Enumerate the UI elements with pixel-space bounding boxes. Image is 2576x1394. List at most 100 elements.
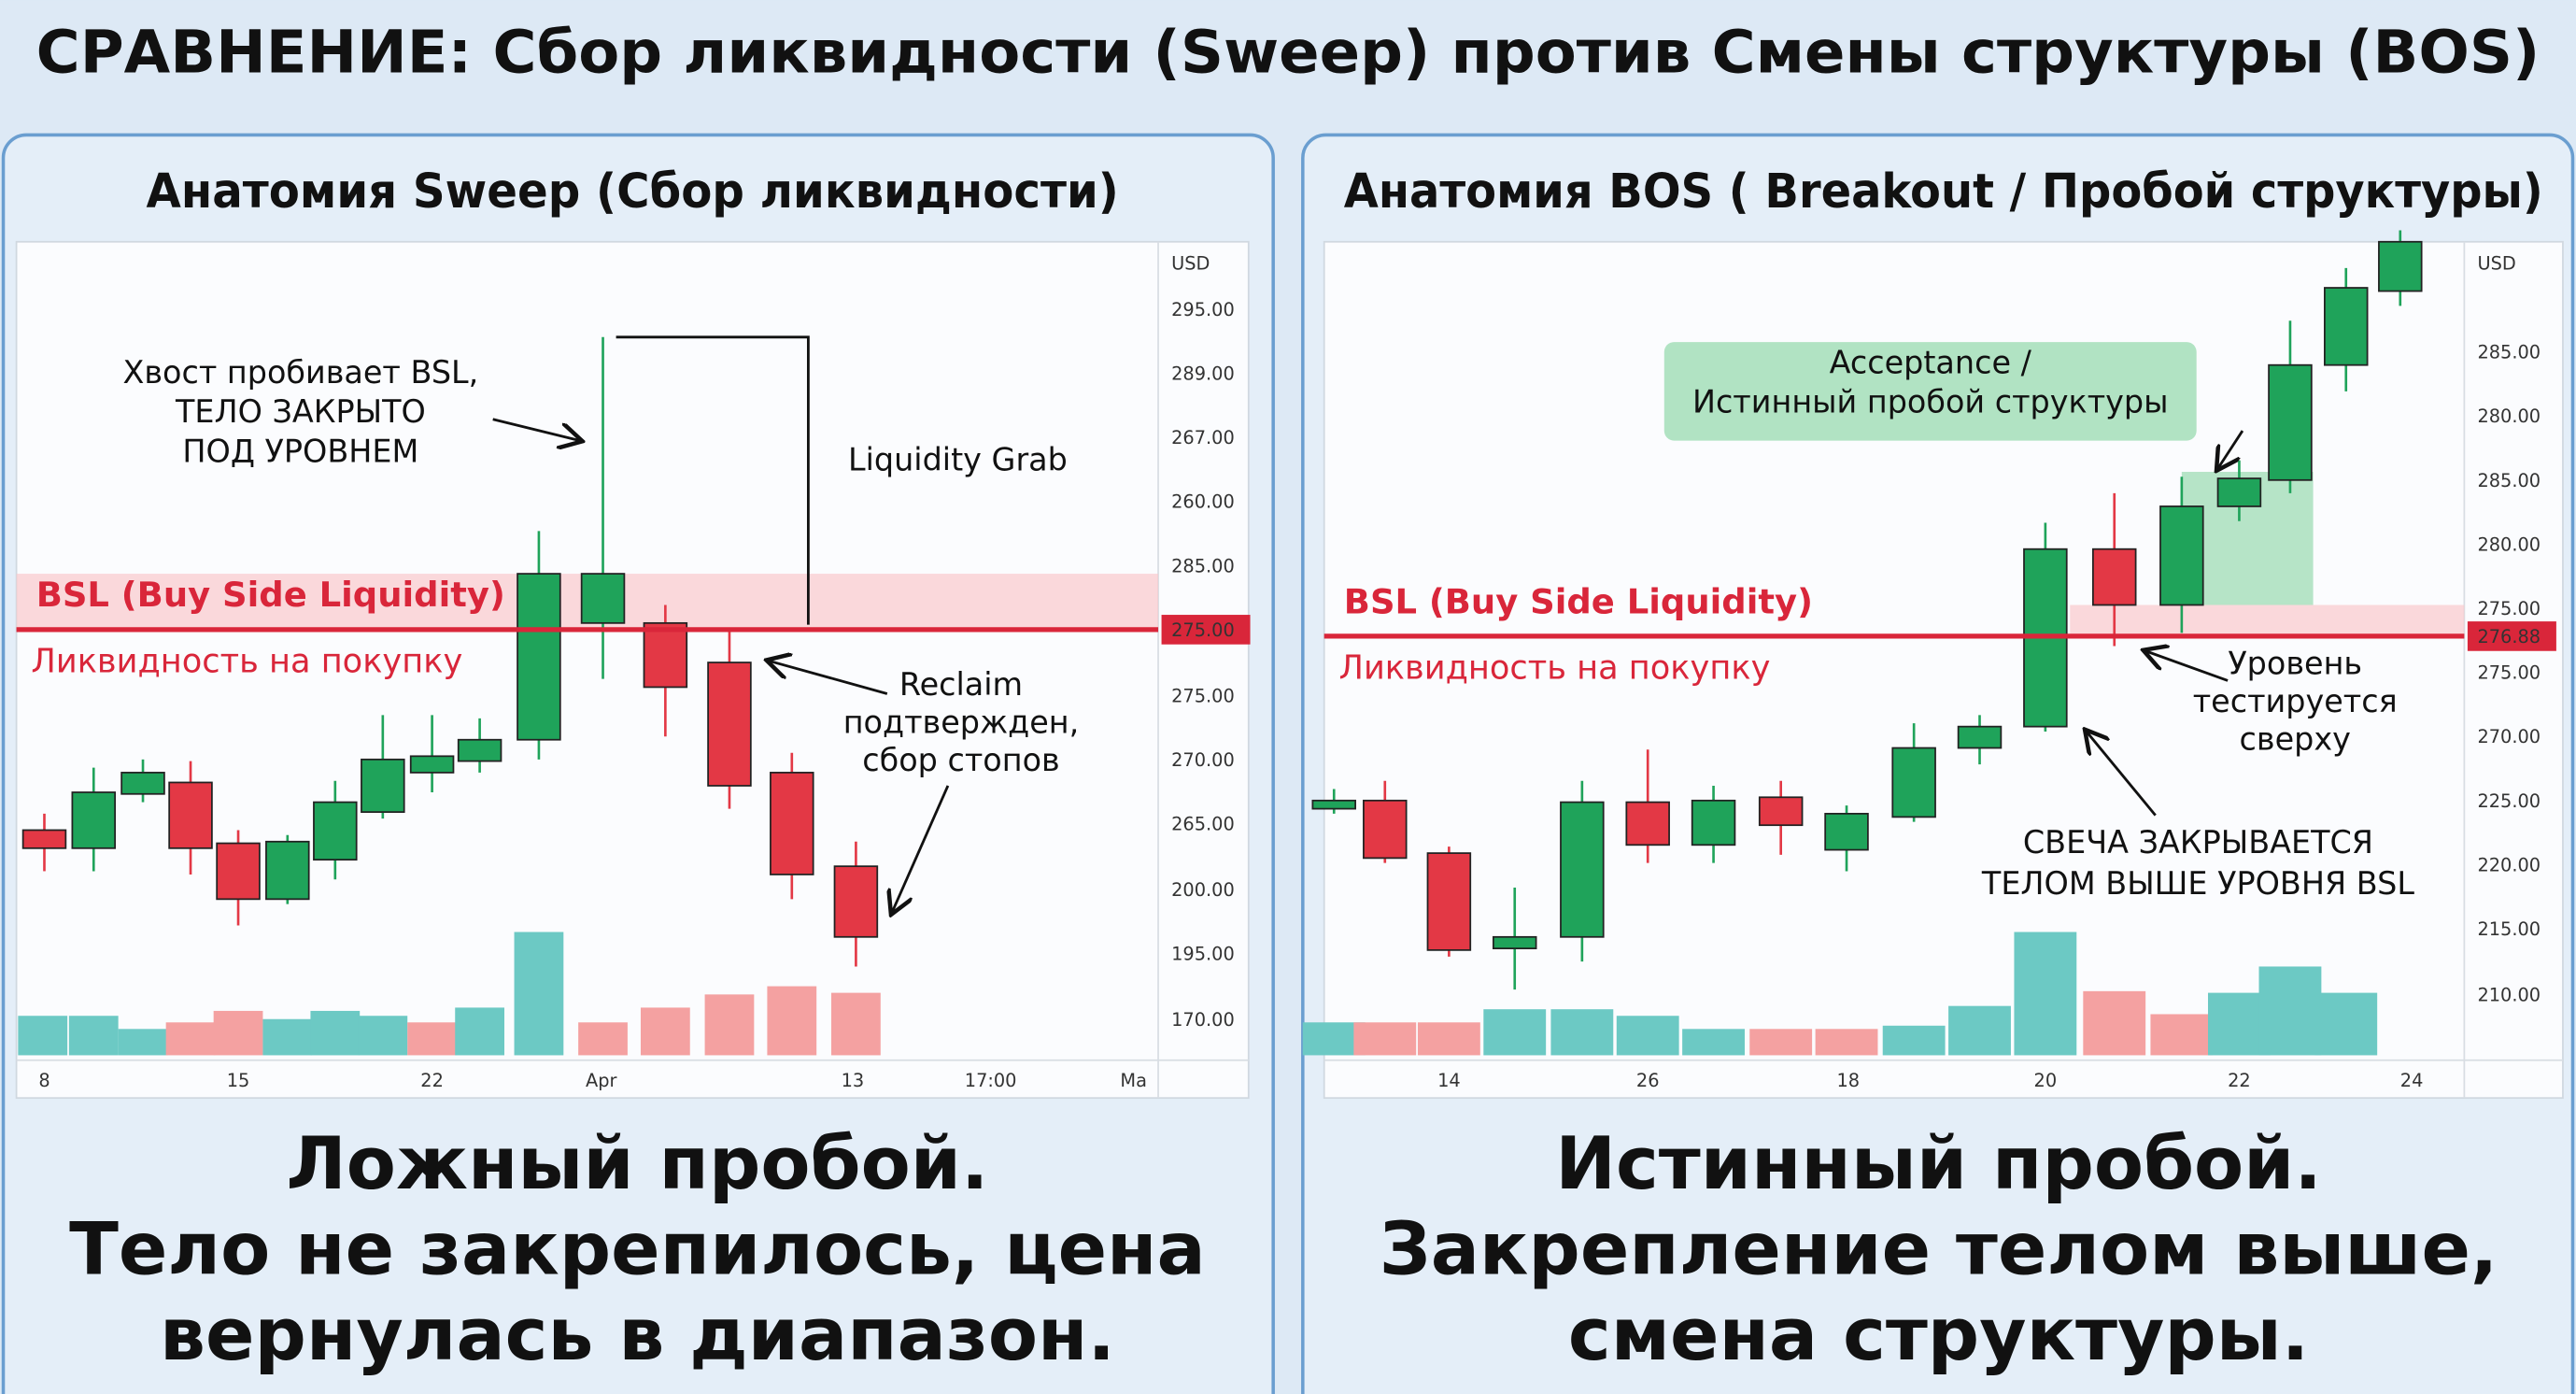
caption: смена структуры.	[1568, 1293, 2309, 1377]
volume-bar	[2083, 990, 2146, 1056]
level-label: BSL (Buy Side Liquidity)	[36, 575, 505, 615]
price-tick-label: 225.00	[2477, 790, 2541, 812]
annotation-arrow	[2087, 732, 2157, 817]
volume-bar	[640, 1007, 690, 1056]
panel-heading: Анатомия BOS ( Breakout / Пробой структу…	[1344, 164, 2543, 220]
volume-bar	[1882, 1025, 1946, 1056]
annotation: Уровень	[2228, 645, 2362, 681]
candle-body	[1560, 801, 1605, 938]
volume-bar	[2150, 1014, 2214, 1056]
volume-bar	[2314, 992, 2378, 1056]
level-sublabel: Ликвидность на покупку	[1339, 649, 1771, 688]
annotation-arrow	[616, 335, 810, 625]
annotation-arrow	[2145, 651, 2229, 682]
annotation: Liquidity Grab	[848, 441, 1068, 477]
volume-bar	[578, 1022, 628, 1056]
candle-body	[265, 840, 310, 901]
time-tick-label: 13	[842, 1070, 865, 1091]
price-tick-label: 260.00	[1171, 491, 1235, 513]
volume-bar	[704, 994, 755, 1056]
currency: USD	[1171, 253, 1210, 275]
price-tick-label: 220.00	[2477, 854, 2541, 875]
annotation: тестируется	[2193, 683, 2398, 719]
candle-body	[1891, 747, 1936, 818]
candle-body	[1311, 799, 1356, 810]
volume-bar	[455, 1007, 504, 1056]
volume-bar	[262, 1018, 313, 1056]
candle-body	[168, 781, 213, 849]
candle-body	[1758, 796, 1804, 827]
caption: Закрепление телом выше,	[1380, 1207, 2498, 1291]
candle-body	[457, 738, 502, 762]
price-tick-label: 275.00	[1171, 685, 1235, 706]
price-tick-label: 215.00	[2477, 918, 2541, 940]
candle-body	[1492, 935, 1537, 949]
time-tick-label: 22	[2228, 1070, 2251, 1091]
caption: Тело не закрепилось, цена	[69, 1207, 1206, 1291]
time-tick-label: 15	[227, 1070, 250, 1091]
price-tick-label: 289.00	[1171, 363, 1235, 385]
volume-bar	[1682, 1029, 1745, 1056]
candle-body	[1426, 852, 1472, 951]
annotation: ТЕЛОМ ВЫШЕ УРОВНЯ BSL	[1981, 865, 2414, 902]
candle-body	[2324, 287, 2369, 366]
volume-bar	[1616, 1016, 1679, 1056]
price-tick-label: 280.00	[2477, 533, 2541, 555]
time-tick-label: 8	[38, 1070, 50, 1091]
volume-bar	[165, 1022, 216, 1056]
candle-body	[643, 621, 688, 689]
level-price-box	[2467, 621, 2556, 651]
volume-bar	[1353, 1022, 1417, 1056]
candle-body	[21, 829, 67, 849]
price-tick-label: 280.00	[2477, 405, 2541, 427]
price-tick-label: 285.00	[1171, 555, 1235, 576]
price-tick-label: 267.00	[1171, 427, 1235, 448]
volume-bar	[831, 992, 881, 1056]
volume-bar	[514, 932, 564, 1056]
volume-bar	[1948, 1005, 2011, 1056]
volume-bar	[358, 1016, 408, 1056]
level-label: BSL (Buy Side Liquidity)	[1344, 581, 1813, 621]
candle-body	[770, 772, 814, 875]
level-price: 275.00	[1171, 619, 1235, 641]
annotation: Reclaim	[899, 666, 1023, 703]
candle-body	[517, 573, 561, 741]
currency: USD	[2477, 253, 2515, 275]
liquidity-zone	[2070, 605, 2465, 636]
volume-bar	[213, 1010, 263, 1056]
annotation-arrow	[2218, 430, 2244, 468]
annotation-arrow	[892, 785, 950, 912]
level-sublabel: Ликвидность на покупку	[31, 643, 462, 681]
candle-body	[1824, 813, 1869, 851]
annotation: Истинный пробой структуры	[1692, 384, 2169, 420]
candle-body	[707, 661, 752, 787]
volume-bar	[1417, 1022, 1480, 1056]
volume-bar	[310, 1010, 361, 1056]
annotation-arrow	[492, 418, 580, 441]
annotation: Хвост пробивает BSL,	[122, 354, 478, 391]
candle-body	[71, 791, 117, 849]
annotation: ТЕЛО ЗАКРЫТО	[175, 393, 426, 430]
caption: Ложный пробой.	[287, 1122, 989, 1206]
candle-body	[1691, 799, 1736, 846]
candle-body	[361, 758, 405, 814]
volume-bar	[1749, 1029, 1813, 1056]
time-tick-label: Ma	[1120, 1070, 1147, 1091]
price-tick-label: 275.00	[2477, 662, 2541, 684]
caption: вернулась в диапазон.	[160, 1293, 1115, 1377]
level-price: 276.88	[2477, 626, 2541, 647]
candle-body	[313, 801, 358, 861]
price-tick-label: 195.00	[1171, 943, 1235, 964]
candle-body	[1625, 801, 1670, 846]
time-tick-label: 26	[1636, 1070, 1660, 1091]
volume-bar	[767, 986, 817, 1056]
candle-body	[2159, 505, 2204, 606]
price-tick-label: 295.00	[1171, 299, 1235, 320]
time-tick-label: 14	[1437, 1070, 1461, 1091]
time-tick-label: 17:00	[965, 1070, 1017, 1091]
price-tick-label: 285.00	[2477, 470, 2541, 491]
volume-bar	[118, 1029, 168, 1056]
annotation: ПОД УРОВНЕМ	[182, 433, 418, 469]
